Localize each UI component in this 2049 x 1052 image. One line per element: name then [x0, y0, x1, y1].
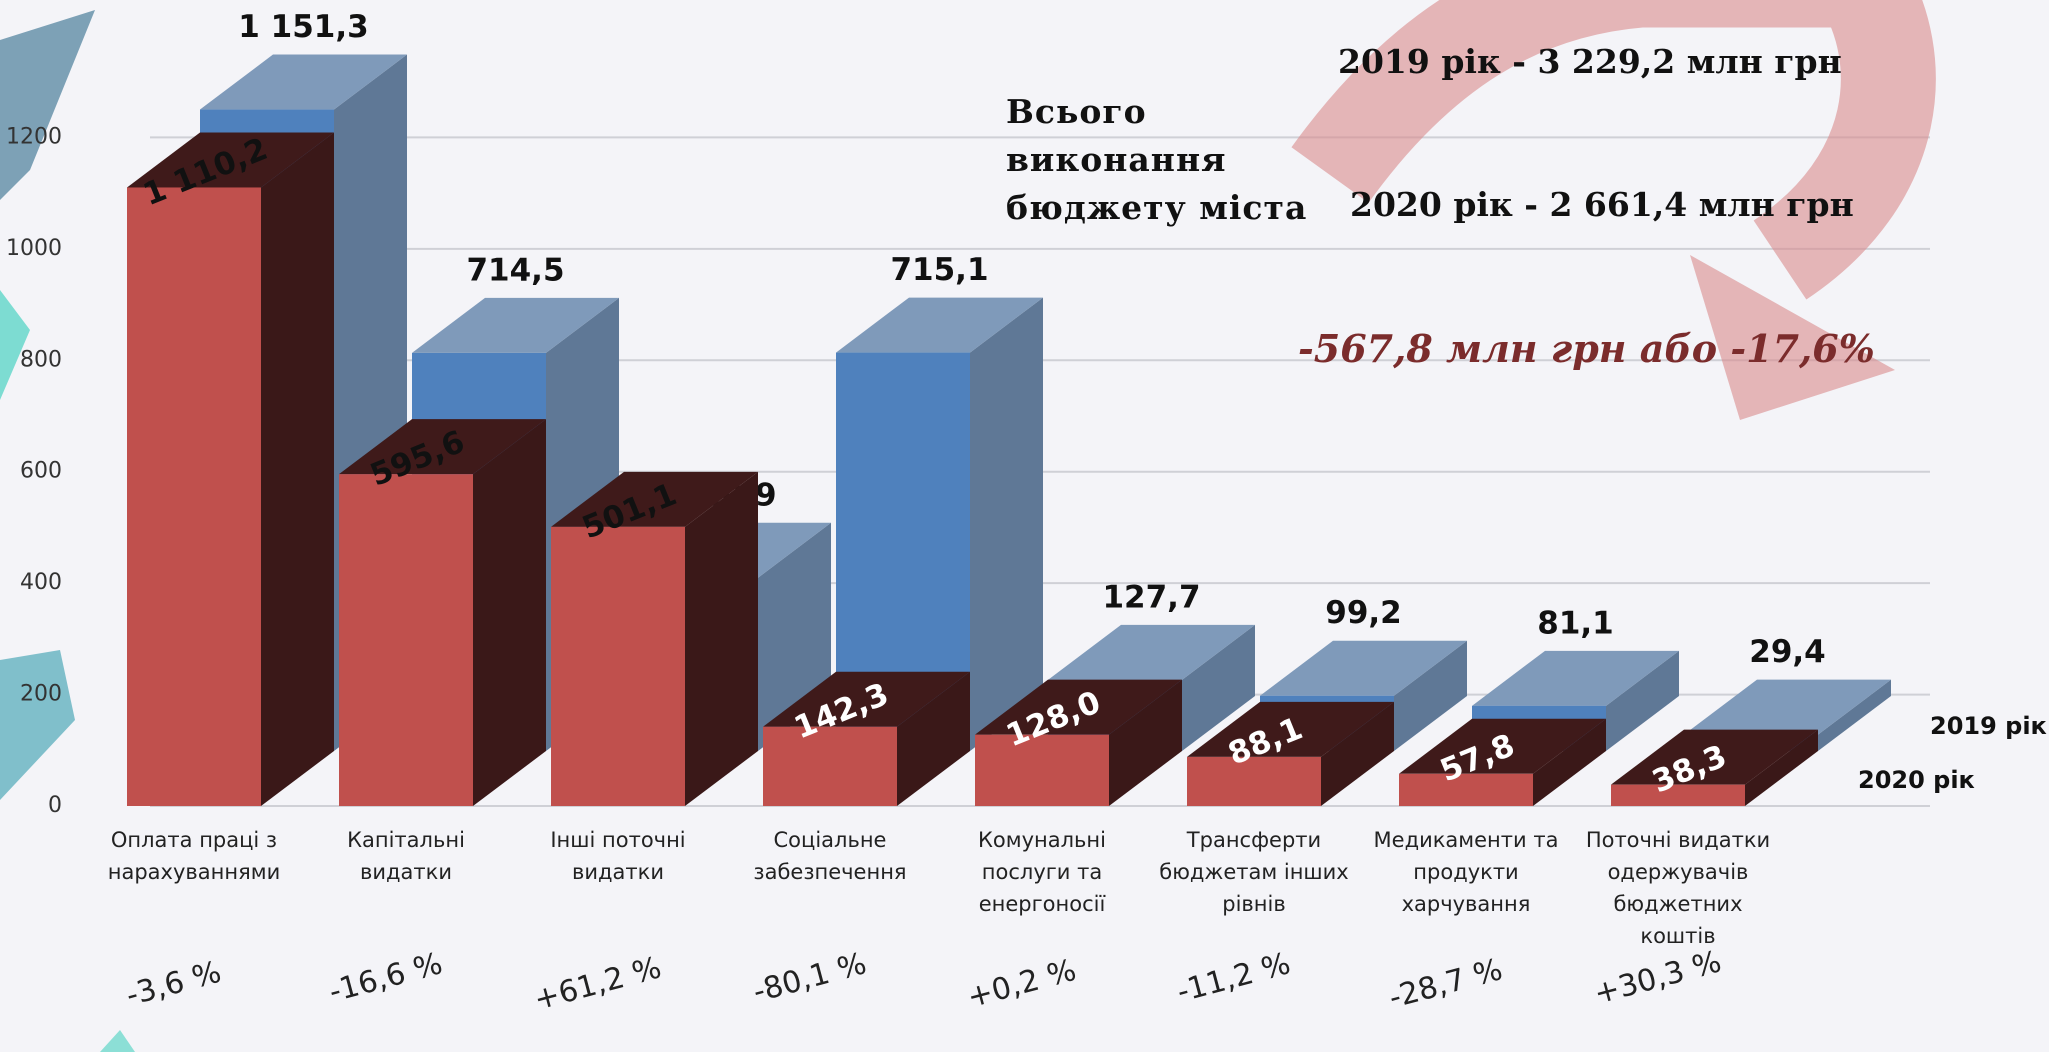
value-label: 29,4	[1749, 634, 1826, 670]
bar-side	[1745, 729, 1818, 806]
bar-side	[970, 297, 1043, 751]
x-tick-label: Поточні видатки одержувачів бюджетних ко…	[1585, 828, 1771, 948]
bar-top	[1399, 718, 1606, 774]
annotation: 2020 рік - 2 661,4 млн грн	[1350, 185, 1854, 224]
bar	[763, 726, 897, 806]
y-tick-label: 1000	[6, 236, 62, 261]
bar-side	[1533, 718, 1606, 806]
x-tick-label: Комунальні послуги та енергоносії	[978, 828, 1106, 916]
value-label: 1 151,3	[238, 9, 368, 45]
bar-side	[1606, 650, 1679, 751]
legend-label: 2019 рік	[1930, 712, 2047, 740]
bar-top	[1684, 679, 1891, 735]
bar-top	[551, 471, 758, 527]
change-label: +61,2 %	[530, 950, 665, 1017]
bar-top	[1187, 701, 1394, 757]
x-tick-label: Капітальні видатки	[347, 828, 465, 884]
value-label: 81,1	[1537, 605, 1614, 641]
x-tick-label: Соціальне забезпечення	[753, 828, 907, 884]
bar-side	[1818, 679, 1891, 751]
value-label: 715,1	[890, 252, 988, 288]
annotation: -567,8 млн грн або -17,6%	[1298, 326, 1875, 371]
x-tick-label: Медикаменти та продукти харчування	[1373, 828, 1559, 916]
bar-side	[261, 132, 334, 806]
decoration	[0, 290, 30, 400]
legend-label: 2020 рік	[1858, 766, 1975, 794]
bar-top	[836, 297, 1043, 353]
y-tick-label: 600	[20, 459, 62, 484]
bar	[339, 474, 473, 806]
bar-side	[1321, 701, 1394, 806]
bar	[1187, 756, 1321, 806]
annotation: 2019 рік - 3 229,2 млн грн	[1338, 42, 1842, 81]
bar-side	[473, 419, 546, 806]
bar	[975, 734, 1109, 806]
bar-top	[1260, 640, 1467, 696]
bar-top	[127, 132, 334, 188]
change-label: -28,7 %	[1385, 952, 1506, 1016]
bar-top	[200, 54, 407, 110]
change-label: -11,2 %	[1173, 946, 1294, 1010]
bar-side	[1109, 679, 1182, 806]
x-tick-label: Трансферти бюджетам інших рівнів	[1159, 828, 1349, 916]
decoration	[100, 1030, 135, 1052]
y-tick-label: 0	[48, 793, 62, 818]
bar	[1399, 773, 1533, 806]
value-label: 99,2	[1325, 595, 1402, 631]
y-tick-label: 400	[20, 570, 62, 595]
y-tick-label: 1200	[6, 124, 62, 149]
bar-top	[339, 419, 546, 475]
change-label: -16,6 %	[325, 946, 446, 1010]
bar-side	[685, 471, 758, 806]
bar-top	[975, 679, 1182, 735]
change-label: -3,6 %	[123, 955, 225, 1014]
value-label: 127,7	[1102, 579, 1200, 615]
x-tick-label: Інші поточні видатки	[550, 828, 686, 884]
arrow-head	[1690, 255, 1895, 420]
bar-side	[1394, 640, 1467, 751]
bar	[127, 187, 261, 806]
bar-side	[897, 671, 970, 806]
arrow	[1291, 0, 1936, 420]
change-label: +30,3 %	[1590, 944, 1725, 1011]
bar-top	[1611, 729, 1818, 785]
bar	[551, 526, 685, 806]
decoration	[0, 650, 75, 800]
value-label: 714,5	[466, 252, 564, 288]
y-tick-label: 200	[20, 682, 62, 707]
bar-top	[1472, 650, 1679, 706]
annotation: Всього виконання бюджету міста	[1006, 92, 1308, 227]
y-tick-label: 800	[20, 347, 62, 372]
bar-top	[412, 297, 619, 353]
bar	[1611, 784, 1745, 806]
change-label: +0,2 %	[964, 953, 1080, 1016]
decoration	[0, 10, 95, 200]
bar-top	[1048, 624, 1255, 680]
x-tick-label: Оплата праці з нарахуваннями	[107, 828, 281, 884]
change-label: -80,1 %	[749, 946, 870, 1010]
bar-top	[763, 671, 970, 727]
bar-side	[1182, 624, 1255, 751]
arrow-body	[1291, 0, 1936, 300]
